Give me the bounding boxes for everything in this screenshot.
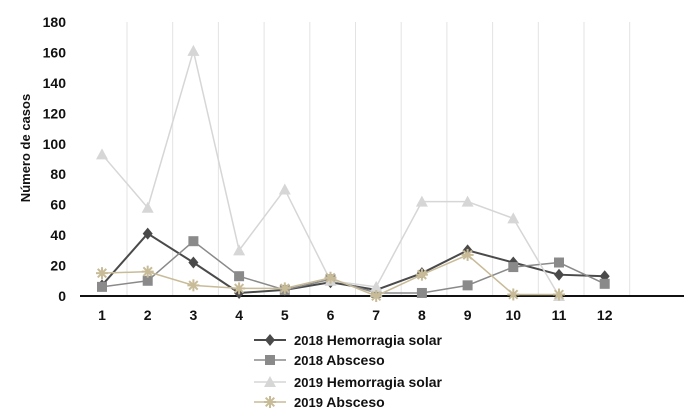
data-point — [278, 183, 291, 195]
legend-entry-3: 2019 Hemorragia solar — [254, 374, 443, 390]
y-tick-label: 0 — [58, 288, 66, 304]
legend-marker — [264, 396, 276, 408]
data-point — [553, 288, 565, 301]
x-axis-ticks: 1 2 3 4 5 6 7 8 9 10 11 12 — [98, 307, 613, 323]
y-tick-label: 120 — [43, 105, 67, 121]
data-point — [188, 256, 199, 269]
x-tick-label: 6 — [327, 307, 335, 323]
series-3 — [96, 44, 565, 301]
grid — [126, 22, 631, 296]
data-point — [416, 287, 427, 298]
data-point — [233, 244, 246, 256]
x-tick-label: 9 — [464, 307, 472, 323]
data-point — [507, 212, 520, 224]
series-line — [101, 47, 560, 297]
series-4 — [96, 248, 565, 302]
y-tick-label: 160 — [43, 44, 67, 60]
x-tick-label: 8 — [418, 307, 426, 323]
legend-series-name: Absceso — [323, 352, 385, 368]
data-point — [554, 268, 564, 281]
data-point — [141, 201, 154, 213]
data-point — [233, 282, 246, 295]
legend-year: 2019 — [294, 375, 323, 390]
legend-year: 2018 — [294, 333, 323, 348]
legend-entry-2: 2018 Absceso — [254, 352, 385, 368]
data-point — [324, 271, 337, 284]
x-tick-label: 3 — [190, 307, 198, 323]
data-point — [278, 282, 291, 295]
data-point — [142, 275, 153, 286]
legend-label: 2019 Hemorragia solar — [294, 374, 443, 390]
legend-marker — [265, 355, 275, 365]
x-tick-label: 5 — [281, 307, 289, 323]
data-point — [141, 265, 154, 278]
data-point — [97, 281, 107, 292]
data-point — [234, 271, 245, 282]
data-point — [96, 148, 108, 160]
data-point — [507, 288, 520, 301]
y-tick-label: 140 — [43, 75, 67, 91]
y-tick-label: 20 — [50, 258, 66, 274]
legend-label: 2018 Hemorragia solar — [294, 332, 443, 348]
x-tick-label: 10 — [506, 307, 522, 323]
y-axis-ticks: 0 20 40 60 80 100 120 140 160 180 — [43, 14, 67, 304]
data-point — [599, 278, 610, 289]
legend-series-name: Absceso — [323, 394, 385, 410]
legend-series-name: Hemorragia solar — [323, 332, 443, 348]
data-point — [461, 195, 474, 207]
legend-year: 2018 — [294, 353, 323, 368]
x-tick-label: 1 — [98, 307, 106, 323]
series — [96, 44, 610, 302]
data-point — [187, 279, 200, 292]
legend-label: 2018 Absceso — [294, 352, 385, 368]
data-point — [370, 280, 383, 292]
y-tick-label: 60 — [50, 197, 66, 213]
data-point — [187, 44, 200, 56]
data-point — [96, 267, 108, 280]
y-axis-label: Número de casos — [18, 94, 33, 202]
x-tick-label: 2 — [144, 307, 152, 323]
data-point — [188, 236, 199, 247]
legend-marker — [264, 376, 276, 387]
x-tick-label: 7 — [372, 307, 380, 323]
x-tick-label: 12 — [597, 307, 613, 323]
data-point — [508, 262, 519, 273]
data-point — [554, 257, 564, 268]
y-tick-label: 40 — [50, 227, 66, 243]
legend-entry-1: 2018 Hemorragia solar — [254, 332, 443, 348]
legend-entry-4: 2019 Absceso — [254, 394, 385, 410]
legend-label: 2019 Absceso — [294, 394, 385, 410]
data-point — [415, 268, 428, 281]
y-tick-label: 80 — [50, 166, 66, 182]
data-point — [461, 248, 474, 261]
legend-marker — [265, 334, 275, 346]
data-point — [462, 280, 473, 291]
data-point — [370, 290, 383, 302]
data-point — [142, 227, 153, 240]
legend-series-name: Hemorragia solar — [323, 374, 443, 390]
x-tick-label: 11 — [552, 307, 567, 323]
y-tick-label: 100 — [43, 136, 67, 152]
x-tick-label: 4 — [235, 307, 243, 323]
data-point — [415, 195, 428, 207]
legend-year: 2019 — [294, 395, 323, 410]
y-tick-label: 180 — [43, 14, 67, 30]
series-1 — [97, 227, 610, 299]
